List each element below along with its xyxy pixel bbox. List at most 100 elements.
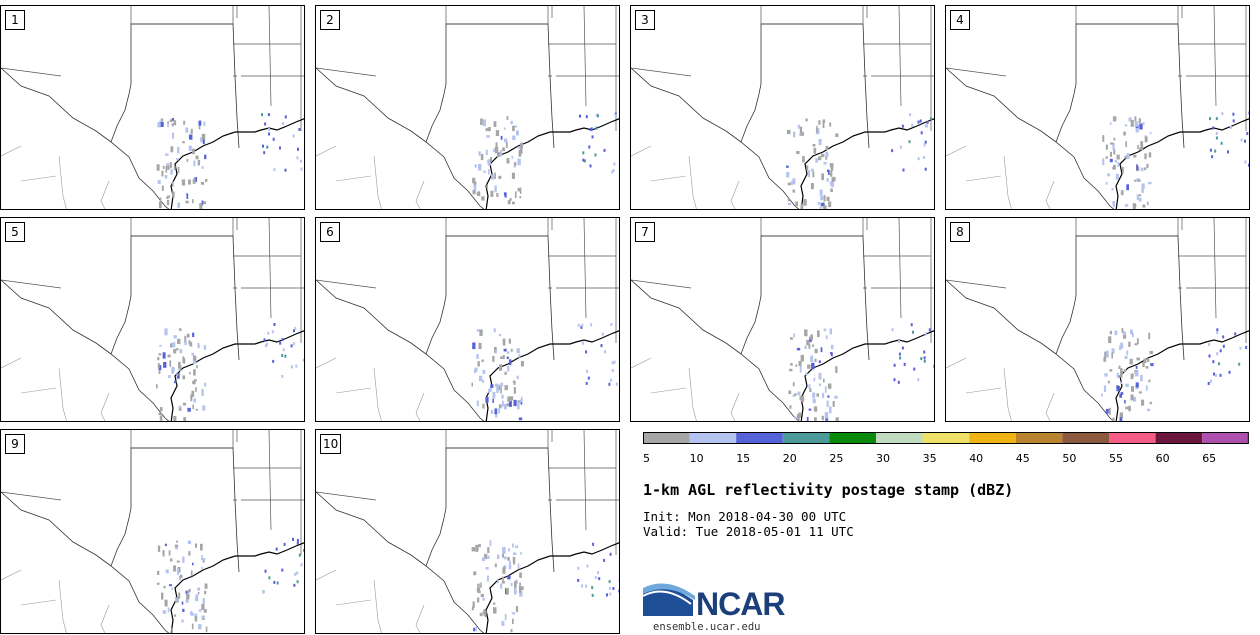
echo-cell <box>189 372 191 375</box>
echo-cell <box>1248 163 1249 167</box>
echo-cell <box>923 350 926 354</box>
echo-cell <box>810 355 814 362</box>
echo-cell <box>589 128 592 132</box>
echo-cell <box>500 386 502 394</box>
echo-cell <box>296 156 299 160</box>
echo-cell <box>891 328 894 332</box>
echo-cell <box>608 580 611 584</box>
echo-cell <box>913 367 916 371</box>
echo-cell <box>503 138 508 143</box>
echo-cell <box>204 154 207 160</box>
echo-cell <box>185 590 189 593</box>
echo-cell <box>300 563 303 567</box>
echo-cell <box>1148 152 1152 158</box>
texas-border <box>631 23 870 209</box>
echo-cell <box>825 417 829 421</box>
echo-cell <box>200 137 204 143</box>
reflectivity-field <box>471 540 619 633</box>
reflectivity-field <box>471 323 618 421</box>
echo-cell <box>577 323 580 327</box>
echo-cell <box>1131 386 1134 392</box>
echo-cell <box>192 562 194 566</box>
echo-cell <box>1209 148 1212 152</box>
echo-cell <box>264 344 267 348</box>
echo-cell <box>498 333 502 337</box>
map <box>631 218 934 421</box>
echo-cell <box>192 178 196 184</box>
echo-cell <box>300 167 303 171</box>
echo-cell <box>1141 188 1144 193</box>
echo-cell <box>1123 369 1127 373</box>
echo-cell <box>176 158 179 161</box>
echo-cell <box>1148 182 1152 185</box>
echo-cell <box>612 169 615 172</box>
state-boundary <box>946 218 1249 343</box>
echo-cell <box>166 200 170 206</box>
echo-cell <box>156 384 158 389</box>
echo-cell <box>514 162 517 166</box>
echo-cell <box>282 348 285 352</box>
echo-cell <box>506 116 509 120</box>
echo-cell <box>1140 374 1143 382</box>
echo-cell <box>519 196 522 199</box>
echo-cell <box>830 165 834 171</box>
texas-border <box>316 23 555 209</box>
echo-cell <box>478 375 483 382</box>
echo-cell <box>474 368 476 374</box>
echo-cell <box>193 355 197 361</box>
echo-cell <box>167 124 169 128</box>
state-boundary <box>1 430 304 555</box>
echo-cell <box>808 408 812 411</box>
map <box>1 218 304 421</box>
echo-cell <box>186 333 190 338</box>
echo-cell <box>178 367 181 371</box>
echo-cell <box>830 344 834 350</box>
echo-cell <box>581 584 583 588</box>
echo-cell <box>919 119 922 123</box>
echo-cell <box>1238 362 1241 366</box>
echo-cell <box>518 150 522 157</box>
echo-cell <box>577 566 580 570</box>
echo-cell <box>1124 124 1128 127</box>
echo-cell <box>494 350 498 354</box>
echo-cell <box>162 610 167 614</box>
echo-cell <box>923 359 926 363</box>
echo-cell <box>297 147 299 151</box>
echo-cell <box>800 203 804 209</box>
echo-cell <box>835 133 839 137</box>
echo-cell <box>1130 119 1134 127</box>
echo-cell <box>182 608 185 612</box>
echo-cell <box>177 338 181 345</box>
texas-border <box>631 235 870 421</box>
mexico-border <box>946 145 1055 209</box>
echo-cell <box>268 132 270 136</box>
echo-cell <box>798 412 801 418</box>
echo-cell <box>157 357 160 361</box>
echo-cell <box>171 628 173 633</box>
echo-cell <box>502 355 505 360</box>
echo-cell <box>917 378 920 382</box>
echo-cell <box>1120 381 1123 384</box>
echo-cell <box>828 170 830 175</box>
member-panel-5: 5 <box>0 217 305 422</box>
echo-cell <box>509 359 512 366</box>
echo-cell <box>502 567 506 574</box>
echo-cell <box>609 552 612 556</box>
echo-cell <box>1228 370 1231 374</box>
echo-cell <box>182 356 184 364</box>
echo-cell <box>1145 366 1149 369</box>
echo-cell <box>161 170 164 177</box>
echo-cell <box>293 329 295 333</box>
echo-cell <box>502 553 504 558</box>
colorbar-tick-label: 60 <box>1156 452 1170 465</box>
echo-cell <box>832 401 835 407</box>
echo-cell <box>513 587 517 595</box>
echo-cell <box>804 329 808 337</box>
echo-cell <box>471 606 474 611</box>
echo-cell <box>898 339 901 343</box>
state-boundary <box>631 218 934 343</box>
echo-cell <box>198 125 201 130</box>
echo-cell <box>193 160 196 167</box>
echo-cell <box>196 365 198 369</box>
echo-cell <box>1125 406 1129 410</box>
